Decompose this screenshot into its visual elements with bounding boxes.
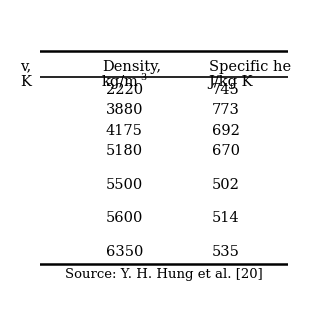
- Text: kg/m: kg/m: [102, 75, 139, 89]
- Text: 670: 670: [212, 144, 240, 158]
- Text: 5500: 5500: [106, 178, 143, 191]
- Text: 514: 514: [212, 211, 240, 225]
- Text: 745: 745: [212, 83, 240, 97]
- Text: Source: Y. H. Hung et al. [20]: Source: Y. H. Hung et al. [20]: [65, 268, 263, 282]
- Text: 5180: 5180: [106, 144, 143, 158]
- Text: v,: v,: [20, 60, 31, 74]
- Text: 5600: 5600: [106, 211, 143, 225]
- Text: 692: 692: [212, 124, 240, 138]
- Text: Specific he: Specific he: [209, 60, 291, 74]
- Text: J/kg K: J/kg K: [209, 75, 253, 89]
- Text: 6350: 6350: [106, 245, 143, 259]
- Text: 502: 502: [212, 178, 240, 191]
- Text: 4175: 4175: [106, 124, 143, 138]
- Text: 2220: 2220: [106, 83, 143, 97]
- Text: Density,: Density,: [102, 60, 161, 74]
- Text: 773: 773: [212, 103, 240, 117]
- Text: K: K: [20, 75, 31, 89]
- Text: 3880: 3880: [106, 103, 143, 117]
- Text: 535: 535: [212, 245, 240, 259]
- Text: 3: 3: [140, 73, 147, 82]
